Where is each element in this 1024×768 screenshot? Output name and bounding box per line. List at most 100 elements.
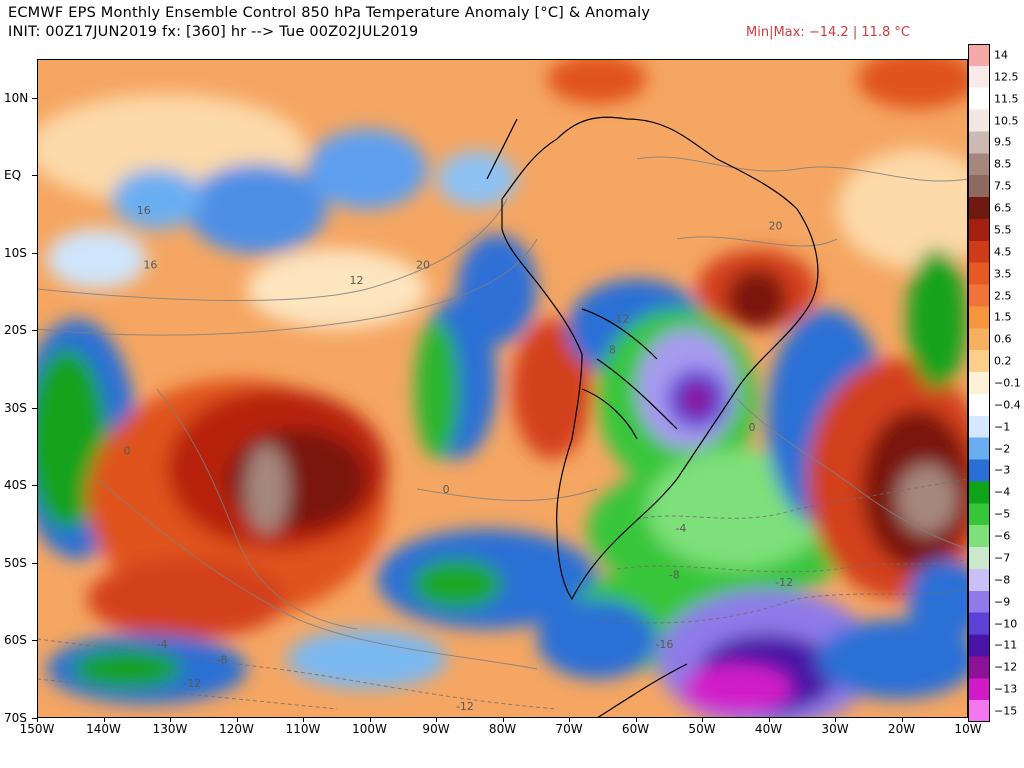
anomaly-patch: [512, 319, 592, 459]
contour-line: [37, 678, 338, 710]
latitude-label: 10N: [4, 90, 29, 105]
colorbar-label: 6.5: [994, 201, 1012, 215]
anomaly-patch: [412, 559, 502, 609]
anomaly-patch: [817, 619, 968, 699]
map-title: ECMWF EPS Monthly Ensemble Control 850 h…: [8, 5, 651, 21]
colorbar-label: −10: [994, 617, 1018, 631]
latitude-tick: [32, 640, 37, 642]
colorbar-label: −11: [994, 638, 1018, 652]
contour-line: [37, 198, 508, 302]
longitude-tick: [436, 718, 437, 722]
contour-line: [37, 238, 538, 336]
contour-label: 16: [143, 258, 157, 271]
latitude-label: EQ: [4, 168, 22, 183]
coastlines: [486, 116, 819, 718]
latitude-label: 50S: [4, 555, 27, 570]
longitude-tick: [170, 718, 171, 722]
longitude-tick: [635, 718, 637, 722]
contour-label: 12: [350, 274, 364, 287]
contour-label: -8: [217, 654, 228, 667]
contour-line: [636, 156, 968, 182]
longitude-label: 110W: [285, 722, 321, 736]
longitude-label: 40W: [754, 722, 783, 736]
country-border: [581, 388, 638, 440]
longitude-label: 50W: [688, 722, 716, 736]
contour-line: [616, 558, 968, 573]
anomaly-patch: [681, 383, 713, 415]
contour-line: [736, 398, 968, 550]
contour-label: -12: [183, 677, 201, 690]
anomaly-patch: [897, 464, 957, 534]
country-border: [596, 358, 678, 430]
init-forecast-label: INIT: 00Z17JUN2019 fx: [360] hr --> Tue …: [8, 24, 419, 40]
anomaly-patch: [72, 649, 182, 689]
anomaly-patch: [907, 249, 967, 389]
anomaly-patch: [907, 559, 968, 639]
south-america-outline: [501, 116, 819, 601]
contour-label: -4: [157, 638, 168, 651]
colorbar-label: 0.6: [994, 332, 1012, 346]
antarctic-peninsula-outline: [596, 663, 688, 718]
latitude-tick: [32, 175, 37, 177]
anomaly-patch: [47, 229, 147, 289]
contour-label: -16: [655, 638, 673, 651]
colorbar-label: −3: [994, 463, 1011, 477]
colorbar-label: 10.5: [994, 114, 1019, 128]
latitude-tick: [32, 562, 37, 564]
longitude-tick: [103, 718, 105, 722]
anomaly-patch: [537, 599, 657, 679]
anomaly-patch: [112, 169, 202, 229]
contour-label: 0: [749, 421, 756, 434]
colorbar-label: −1: [994, 420, 1011, 434]
anomaly-patch: [307, 129, 427, 209]
contour-line: [156, 388, 358, 630]
min-max-label: Min|Max: −14.2 | 11.8 °C: [746, 25, 910, 40]
contour-lines: [37, 156, 968, 670]
colorbar-label: 9.5: [994, 135, 1012, 149]
anomaly-patch: [837, 149, 968, 269]
longitude-tick: [37, 718, 38, 722]
longitude-label: 130W: [152, 722, 188, 736]
country-border: [581, 308, 658, 360]
colorbar-label: 7.5: [994, 179, 1012, 193]
longitude-label: 30W: [821, 722, 849, 736]
dashed-contours: [37, 478, 968, 710]
anomaly-patch: [727, 269, 787, 329]
contour-label: -12: [775, 576, 793, 589]
longitude-tick: [502, 718, 504, 722]
colorbar-label: −8: [994, 573, 1011, 587]
anomaly-patch: [437, 151, 517, 207]
colorbar-label: 4.5: [994, 245, 1012, 259]
longitude-tick: [968, 718, 969, 722]
anomaly-patch: [247, 249, 427, 329]
colorbar-label: −7: [994, 551, 1011, 565]
latitude-label: 70S: [4, 711, 27, 725]
contour-label: -12: [456, 700, 474, 713]
latitude-label: 30S: [4, 400, 27, 415]
colorbar-label: 3.5: [994, 267, 1012, 281]
longitude-label: 20W: [887, 722, 916, 736]
longitude-tick: [768, 718, 770, 722]
contour-label: 20: [769, 220, 783, 233]
colorbar-label: −4: [994, 485, 1011, 499]
contour-label: 12: [616, 313, 630, 326]
latitude-tick: [32, 97, 37, 99]
colorbar-label: 8.5: [994, 157, 1012, 171]
latitude-label: 20S: [4, 323, 27, 338]
anomaly-patch: [87, 559, 287, 639]
colorbar-label: −0.4: [994, 398, 1021, 412]
colorbar-label: 11.5: [994, 92, 1019, 106]
colorbar-label: −0.1: [994, 376, 1021, 390]
latitude-tick: [32, 485, 37, 487]
anomaly-patch: [187, 164, 327, 254]
colorbar-label: 5.5: [994, 223, 1012, 237]
longitude-tick: [236, 718, 238, 722]
colorbar-label: 1.5: [994, 310, 1012, 324]
contour-label: 8: [609, 344, 616, 357]
anomaly-patch: [682, 664, 792, 714]
contour-line: [96, 478, 538, 670]
anomaly-map: 16 16 12 20 20 12 8 0 0 0 -4 -8 -12 -4 -8 -12 -12 -16: [37, 59, 968, 718]
colorbar-label: 12.5: [994, 70, 1019, 84]
longitude-label: 70W: [555, 722, 583, 736]
contour-label: -4: [675, 522, 686, 535]
